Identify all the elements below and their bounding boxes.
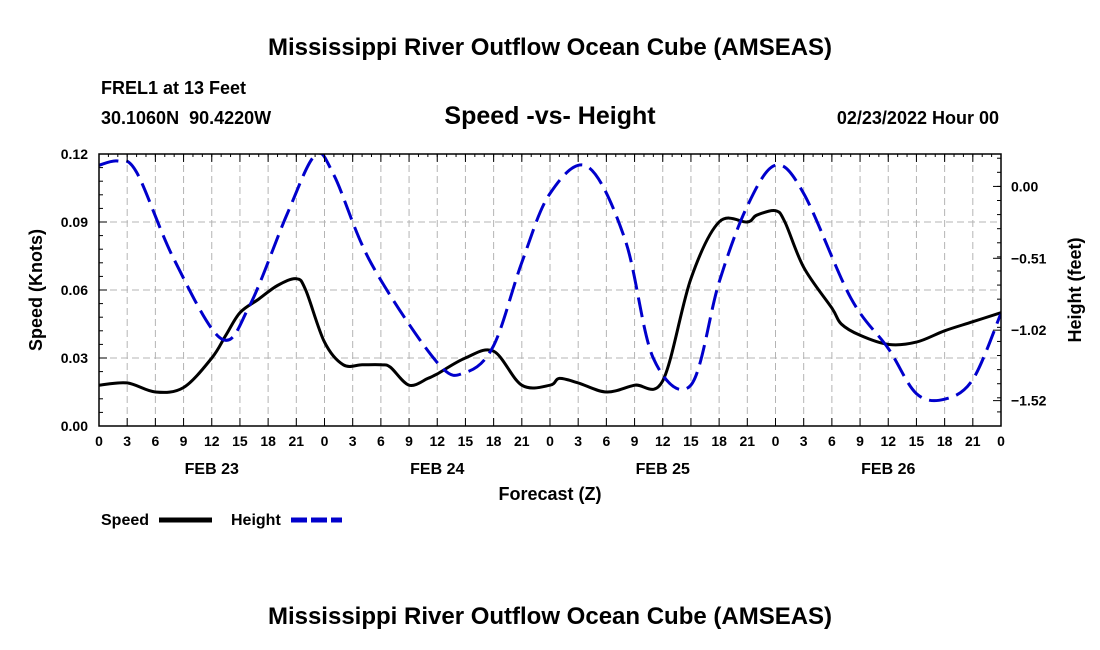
x-tick-label: 18 (486, 433, 502, 449)
plot-frame (98, 153, 1002, 427)
x-tick-label: 12 (429, 433, 445, 449)
x-tick-label: 9 (405, 433, 413, 449)
x-tick-label: 9 (631, 433, 639, 449)
day-label: FEB 26 (861, 461, 915, 478)
x-tick-label: 21 (289, 433, 305, 449)
y-left-tick-label: 0.00 (61, 418, 88, 434)
y-right-tick-label: −1.02 (1011, 322, 1047, 338)
x-tick-label: 15 (232, 433, 248, 449)
y-left-tick-label: 0.06 (61, 282, 88, 298)
x-tick-label: 0 (772, 433, 780, 449)
x-tick-label: 9 (856, 433, 864, 449)
station-label: FREL1 at 13 Feet (101, 78, 246, 98)
x-tick-label: 0 (95, 433, 103, 449)
x-tick-label: 21 (514, 433, 530, 449)
y-right-tick-label: −1.52 (1011, 393, 1047, 409)
y-axis-right-label: Height (feet) (1065, 238, 1085, 343)
legend-label-height: Height (231, 512, 281, 529)
x-tick-label: 6 (828, 433, 836, 449)
y-axis-left-label: Speed (Knots) (26, 229, 46, 351)
x-tick-label: 15 (909, 433, 925, 449)
x-tick-label: 0 (321, 433, 329, 449)
x-tick-label: 6 (151, 433, 159, 449)
grid-lines (99, 154, 1001, 426)
x-axis-label: Forecast (Z) (498, 484, 601, 504)
y-left-tick-label: 0.09 (61, 214, 88, 230)
x-tick-label: 18 (260, 433, 276, 449)
y-left-tick-label: 0.03 (61, 350, 88, 366)
series-line-speed (99, 208, 1001, 394)
x-tick-label: 3 (349, 433, 357, 449)
x-tick-label: 12 (655, 433, 671, 449)
chart-subtitle: Speed -vs- Height (444, 102, 656, 130)
day-label: FEB 25 (636, 461, 690, 478)
legend: Speed Height (101, 512, 342, 529)
legend-label-speed: Speed (101, 512, 149, 529)
x-tick-label: 6 (602, 433, 610, 449)
x-tick-label: 9 (180, 433, 188, 449)
x-tick-label: 12 (880, 433, 896, 449)
y-right-tick-label: −0.51 (1011, 250, 1047, 266)
x-tick-label: 21 (965, 433, 981, 449)
x-tick-label: 3 (800, 433, 808, 449)
axes: 0 3 6 9 12 15 18 21 0 3 6 9 12 15 18 21 0 3 6 9 12 15 18 21 0 3 6 9… (61, 146, 1047, 478)
date-label: 02/23/2022 Hour 00 (837, 108, 999, 128)
x-tick-label: 18 (937, 433, 953, 449)
x-tick-label: 0 (546, 433, 554, 449)
x-tick-label: 0 (997, 433, 1005, 449)
day-label: FEB 24 (410, 461, 464, 478)
location-label: 30.1060N 90.4220W (101, 108, 271, 128)
x-tick-label: 12 (204, 433, 220, 449)
x-tick-label: 3 (123, 433, 131, 449)
series-line-height (99, 154, 1001, 403)
day-label: FEB 23 (185, 461, 239, 478)
y-left-tick-label: 0.12 (61, 146, 88, 162)
x-tick-label: 21 (740, 433, 756, 449)
footer-title: Mississippi River Outflow Ocean Cube (AM… (268, 603, 832, 630)
y-right-tick-label: 0.00 (1011, 178, 1038, 194)
series-lines (99, 154, 1001, 403)
chart-title: Mississippi River Outflow Ocean Cube (AM… (268, 34, 832, 61)
x-tick-label: 3 (574, 433, 582, 449)
x-tick-label: 15 (683, 433, 699, 449)
x-tick-label: 6 (377, 433, 385, 449)
x-tick-label: 18 (711, 433, 727, 449)
x-tick-label: 15 (458, 433, 474, 449)
